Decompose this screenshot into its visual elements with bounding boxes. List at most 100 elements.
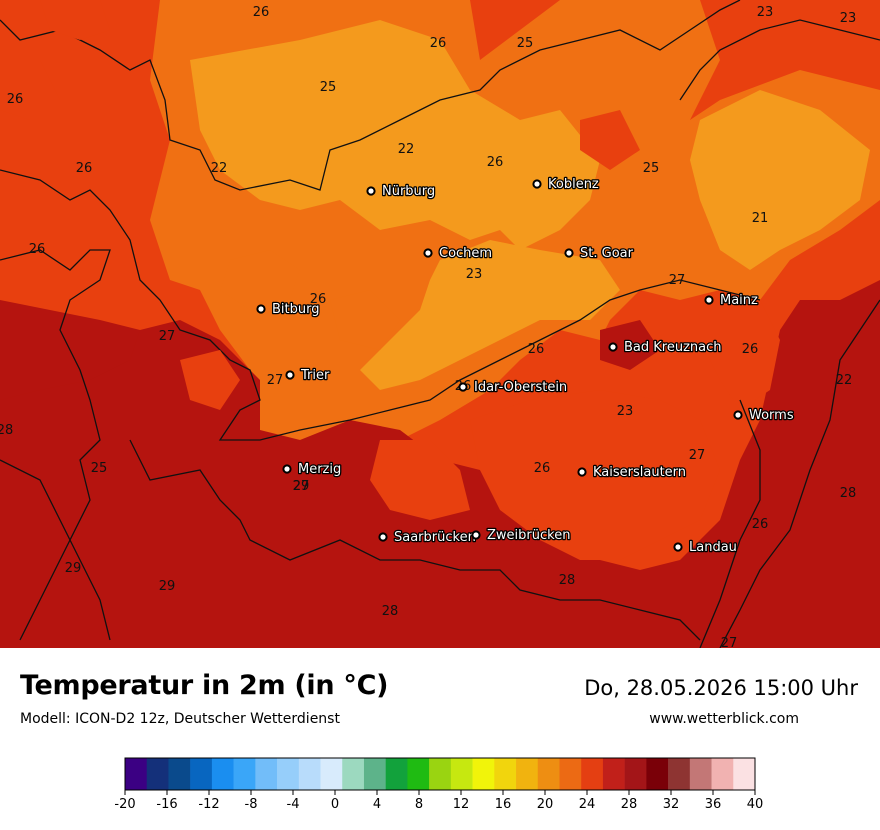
city-dot — [378, 532, 388, 542]
city-dot — [471, 530, 481, 540]
city-marker[interactable]: Merzig — [282, 461, 343, 478]
city-dot — [285, 370, 295, 380]
legend-swatch — [233, 758, 256, 790]
forecast-datetime: Do, 28.05.2026 15:00 Uhr — [584, 676, 858, 700]
temperature-value: 23 — [757, 5, 774, 20]
city-dot — [577, 467, 587, 477]
legend-swatch — [168, 758, 191, 790]
texture-blob-3 — [180, 350, 240, 410]
city-label: Merzig — [298, 462, 341, 477]
city-marker[interactable]: Mainz — [704, 292, 759, 309]
city-marker[interactable]: Koblenz — [532, 176, 600, 193]
temperature-value: 21 — [752, 211, 769, 226]
temperature-value: 28 — [382, 604, 399, 619]
city-label: Kaiserslautern — [593, 465, 686, 480]
city-label: Koblenz — [548, 177, 599, 192]
city-markers: Nürburg Koblenz Cochem St. Goar Bitburg Mainz… — [256, 176, 795, 556]
border-line-6 — [679, 19, 880, 101]
city-marker[interactable]: Zweibrücken — [471, 527, 572, 544]
temperature-value: 25 — [643, 161, 660, 176]
red-region-kaiserslautern — [470, 390, 720, 560]
light-orange-region-north — [190, 20, 600, 250]
temperature-value: 28 — [559, 573, 576, 588]
temperature-value: 28 — [0, 423, 13, 438]
legend-swatch — [472, 758, 495, 790]
temperature-fields — [0, 0, 880, 648]
texture-blob-2 — [330, 290, 400, 350]
temperature-value: 23 — [840, 11, 857, 26]
legend-tick-label: -20 — [114, 797, 135, 812]
temperature-value: 22 — [836, 373, 853, 388]
city-marker[interactable]: Landau — [673, 539, 738, 556]
border-line-8 — [699, 399, 761, 648]
legend-tick-label: 40 — [747, 797, 764, 812]
city-label: St. Goar — [580, 246, 634, 261]
legend-tick-label: -4 — [287, 797, 300, 812]
city-label: Zweibrücken — [487, 528, 570, 543]
city-label: Trier — [300, 368, 330, 383]
color-legend: -20 -16 -12 -8 -4 0 4 8 12 16 20 24 28 32 36 40 — [0, 750, 880, 820]
legend-tick-label: 16 — [495, 797, 512, 812]
city-marker[interactable]: St. Goar — [564, 245, 635, 262]
city-marker[interactable]: Kaiserslautern — [577, 464, 687, 481]
legend-swatch — [581, 758, 604, 790]
legend-swatch — [602, 758, 625, 790]
temperature-value: 29 — [159, 579, 176, 594]
temperature-value: 25 — [320, 80, 337, 95]
city-dot — [532, 179, 542, 189]
legend-swatch — [559, 758, 582, 790]
temperature-value: 27 — [721, 636, 738, 648]
temperature-value: 26 — [310, 292, 327, 307]
borders — [0, 0, 880, 648]
city-marker[interactable]: Bitburg — [256, 301, 321, 318]
value-labels: 26 26 25 23 23 26 25 22 26 22 26 25 26 21 26 23 27 27 27 26… — [0, 5, 856, 648]
city-marker[interactable]: Idar-Oberstein — [458, 379, 568, 396]
texture-blob-4 — [40, 0, 110, 40]
legend-tick-label: 4 — [373, 797, 381, 812]
temperature-value: 27 — [669, 273, 686, 288]
legend-tick-label: -8 — [245, 797, 258, 812]
city-marker[interactable]: Saarbrücken — [378, 529, 477, 546]
city-marker[interactable]: Bad Kreuznach — [608, 339, 723, 356]
temperature-value: 26 — [7, 92, 24, 107]
legend-swatch — [450, 758, 473, 790]
legend-swatch — [298, 758, 321, 790]
legend-tick-label: -12 — [198, 797, 219, 812]
legend-swatch — [689, 758, 712, 790]
texture-blob-7 — [600, 320, 660, 370]
city-label: Cochem — [439, 246, 492, 261]
texture-blob-5 — [0, 60, 60, 120]
legend-frame — [124, 757, 756, 791]
website-link[interactable]: www.wetterblick.com — [649, 711, 799, 727]
border-line-7 — [719, 299, 880, 648]
temperature-value: 25 — [517, 36, 534, 51]
legend-swatch — [516, 758, 539, 790]
legend-tick-label: 20 — [537, 797, 554, 812]
legend-tick-label: 32 — [663, 797, 680, 812]
temperature-value: 27 — [159, 329, 176, 344]
city-marker[interactable]: Cochem — [423, 245, 493, 262]
border-line-2 — [0, 169, 761, 441]
legend-swatch — [429, 758, 452, 790]
city-marker[interactable]: Trier — [285, 367, 331, 384]
temperature-value: 27 — [689, 448, 706, 463]
legend-swatch — [255, 758, 278, 790]
legend-tick-label: 24 — [579, 797, 596, 812]
legend-swatch — [190, 758, 213, 790]
border-line-4 — [129, 439, 701, 641]
city-marker[interactable]: Worms — [733, 407, 795, 424]
border-line-3 — [0, 249, 111, 641]
city-label: Idar-Oberstein — [474, 380, 567, 395]
city-label: Bitburg — [272, 302, 320, 317]
texture-blob-1 — [220, 250, 300, 310]
temperature-value: 25 — [91, 461, 108, 476]
temperature-map[interactable]: 26 26 25 23 23 26 25 22 26 22 26 25 26 21 26 23 27 27 27 26… — [0, 0, 880, 648]
legend-tick-label: 36 — [705, 797, 722, 812]
legend-swatch — [624, 758, 647, 790]
legend-tick-label: 12 — [453, 797, 470, 812]
temperature-value: 23 — [466, 267, 483, 282]
map-canvas: 26 26 25 23 23 26 25 22 26 22 26 25 26 21 26 23 27 27 27 26… — [0, 0, 880, 648]
temperature-value: 28 — [840, 486, 857, 501]
temperature-value: 26 — [752, 517, 769, 532]
city-marker[interactable]: Nürburg — [366, 183, 436, 200]
